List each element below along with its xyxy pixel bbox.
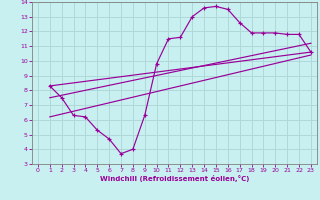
X-axis label: Windchill (Refroidissement éolien,°C): Windchill (Refroidissement éolien,°C): [100, 175, 249, 182]
